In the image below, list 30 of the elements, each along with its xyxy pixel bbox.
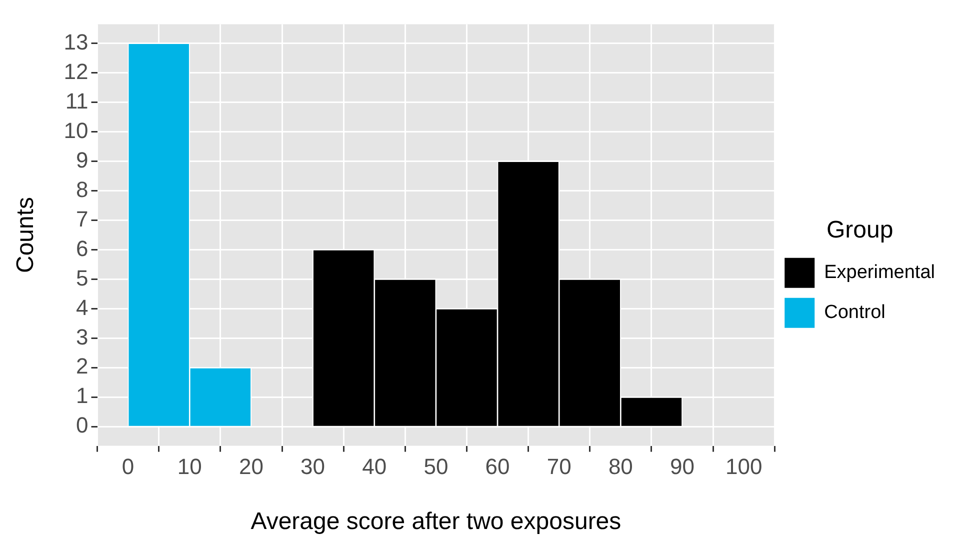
x-tick-label: 10 [177, 454, 202, 480]
y-tick-label: 5 [76, 265, 88, 290]
y-tick-label: 0 [76, 412, 88, 438]
legend-label: Experimental [824, 262, 936, 284]
x-tick-label: 50 [424, 454, 448, 480]
x-tick-label: 30 [300, 454, 326, 480]
x-tick-label: 100 [725, 454, 762, 480]
y-tick-label: 8 [76, 176, 88, 202]
y-tick-label: 2 [76, 354, 88, 379]
y-tick-label: 1 [76, 383, 88, 408]
legend-title: Group [826, 216, 894, 244]
y-tick-label: 12 [64, 58, 88, 84]
y-axis-title: Counts [12, 196, 40, 274]
x-tick-label: 90 [670, 454, 694, 480]
y-tick-label: 10 [64, 118, 88, 143]
x-tick-label: 20 [238, 454, 264, 480]
x-tick-label: 60 [485, 454, 510, 480]
x-tick-label: 40 [362, 454, 387, 480]
x-tick-label: 80 [608, 454, 633, 480]
y-tick-label: 13 [64, 29, 88, 54]
x-tick-label: 70 [546, 454, 572, 480]
y-tick-label: 9 [76, 147, 88, 172]
x-axis-title: Average score after two exposures [250, 508, 622, 536]
y-tick-label: 4 [76, 294, 88, 320]
x-tick-label: 0 [122, 454, 134, 480]
y-tick-label: 3 [76, 324, 88, 350]
y-tick-label: 7 [76, 206, 88, 232]
y-tick-label: 6 [76, 236, 88, 261]
legend-label: Control [824, 302, 886, 324]
y-tick-label: 11 [65, 88, 88, 114]
